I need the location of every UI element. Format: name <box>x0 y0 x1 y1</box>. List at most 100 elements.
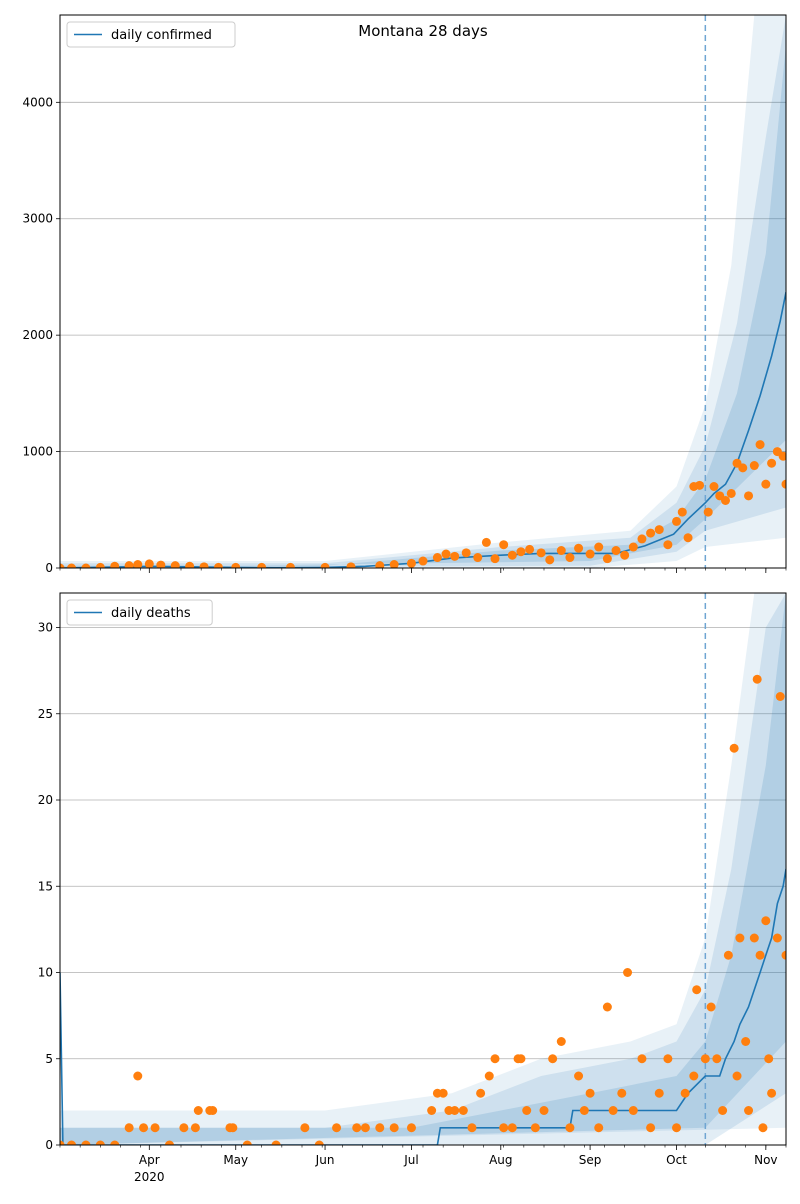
observed-point <box>672 516 682 526</box>
observed-point <box>703 507 713 517</box>
observed-point <box>179 1123 189 1133</box>
y-tick-label: 4000 <box>22 95 53 109</box>
observed-point <box>199 562 209 568</box>
observed-point <box>741 1037 751 1046</box>
observed-point <box>60 563 65 568</box>
observed-point <box>124 561 134 568</box>
observed-point <box>389 1123 399 1133</box>
observed-point <box>406 558 416 568</box>
observed-point <box>257 562 267 568</box>
observed-point <box>144 559 154 568</box>
observed-point <box>285 562 295 568</box>
observed-point <box>139 1123 149 1133</box>
observed-point <box>695 480 705 490</box>
observed-point <box>490 554 500 564</box>
observed-point <box>525 544 535 554</box>
observed-point <box>438 1088 448 1098</box>
y-tick-label: 30 <box>38 621 53 635</box>
y-tick-label: 0 <box>45 561 53 575</box>
x-tick-label: May <box>223 1153 248 1167</box>
observed-point <box>95 1140 105 1145</box>
observed-point <box>744 1106 754 1115</box>
observed-point <box>441 549 451 559</box>
observed-point <box>761 479 771 489</box>
observed-point <box>190 1123 200 1133</box>
observed-point <box>683 533 693 543</box>
confirmed-panel: 0 1000 2000 3000 4000 daily confirmed Montana … <box>22 14 787 575</box>
y-tick-label: 5 <box>45 1052 53 1066</box>
observed-point <box>352 1123 362 1133</box>
observed-point <box>346 562 356 568</box>
legend-label: daily deaths <box>111 606 191 621</box>
y-tick-label: 15 <box>38 879 53 893</box>
observed-point <box>677 507 687 517</box>
observed-point <box>208 1106 218 1115</box>
observed-point <box>418 556 428 566</box>
observed-point <box>476 1088 486 1098</box>
observed-point <box>228 1123 238 1133</box>
observed-point <box>556 546 566 556</box>
observed-point <box>752 674 762 684</box>
observed-point <box>516 547 526 557</box>
observed-point <box>133 560 143 568</box>
observed-point <box>637 534 647 544</box>
observed-point <box>585 549 595 559</box>
observed-point <box>723 950 733 960</box>
observed-point <box>242 1140 252 1145</box>
observed-point <box>749 461 759 471</box>
observed-point <box>536 548 546 558</box>
observed-point <box>623 968 633 977</box>
observed-point <box>499 540 509 550</box>
observed-point <box>406 1123 416 1133</box>
observed-point <box>628 1106 638 1115</box>
observed-point <box>738 463 748 473</box>
model-median-line <box>60 291 786 568</box>
legend-box <box>66 21 236 48</box>
observed-point <box>156 560 166 568</box>
observed-point <box>755 440 765 450</box>
observed-point <box>628 542 638 552</box>
observed-point <box>164 1140 174 1145</box>
observed-point <box>689 1071 699 1081</box>
observed-point <box>67 1140 77 1145</box>
observed-point <box>594 542 604 552</box>
y-tick-label: 3000 <box>22 212 53 226</box>
observed-point <box>473 553 483 563</box>
model-median-line <box>60 868 786 1145</box>
observed-point <box>620 550 630 560</box>
observed-point <box>617 1088 627 1098</box>
observed-point <box>81 1140 91 1145</box>
observed-point <box>231 562 241 568</box>
observed-point <box>775 692 785 701</box>
observed-point <box>781 479 786 489</box>
y-tick-label: 10 <box>38 966 53 980</box>
observed-point <box>574 1071 584 1081</box>
observed-point <box>637 1054 647 1064</box>
observed-point <box>375 561 385 568</box>
observed-point <box>767 458 777 468</box>
observed-point <box>663 540 673 550</box>
observed-point <box>170 561 180 568</box>
uncertainty-band-middle <box>60 593 786 1145</box>
uncertainty-band-inner <box>60 593 786 1145</box>
x-tick-label: Jul <box>403 1153 418 1167</box>
observed-point <box>375 1123 385 1133</box>
observed-point <box>320 562 330 568</box>
observed-point <box>565 1123 575 1133</box>
x-tick-label: Nov <box>754 1153 777 1167</box>
observed-point <box>271 1140 281 1145</box>
observed-point <box>585 1088 595 1098</box>
observed-point <box>732 1071 742 1081</box>
observed-point <box>185 561 195 568</box>
observed-point <box>507 1123 517 1133</box>
observed-point <box>193 1106 203 1115</box>
observed-point <box>709 482 719 492</box>
observed-point <box>602 1002 612 1012</box>
observed-point <box>608 1106 618 1115</box>
observed-point <box>672 1123 682 1133</box>
observed-point <box>721 495 730 505</box>
observed-point <box>300 1123 310 1133</box>
observed-point <box>490 1054 500 1064</box>
observed-point <box>767 1088 777 1098</box>
observed-point <box>150 1123 160 1133</box>
